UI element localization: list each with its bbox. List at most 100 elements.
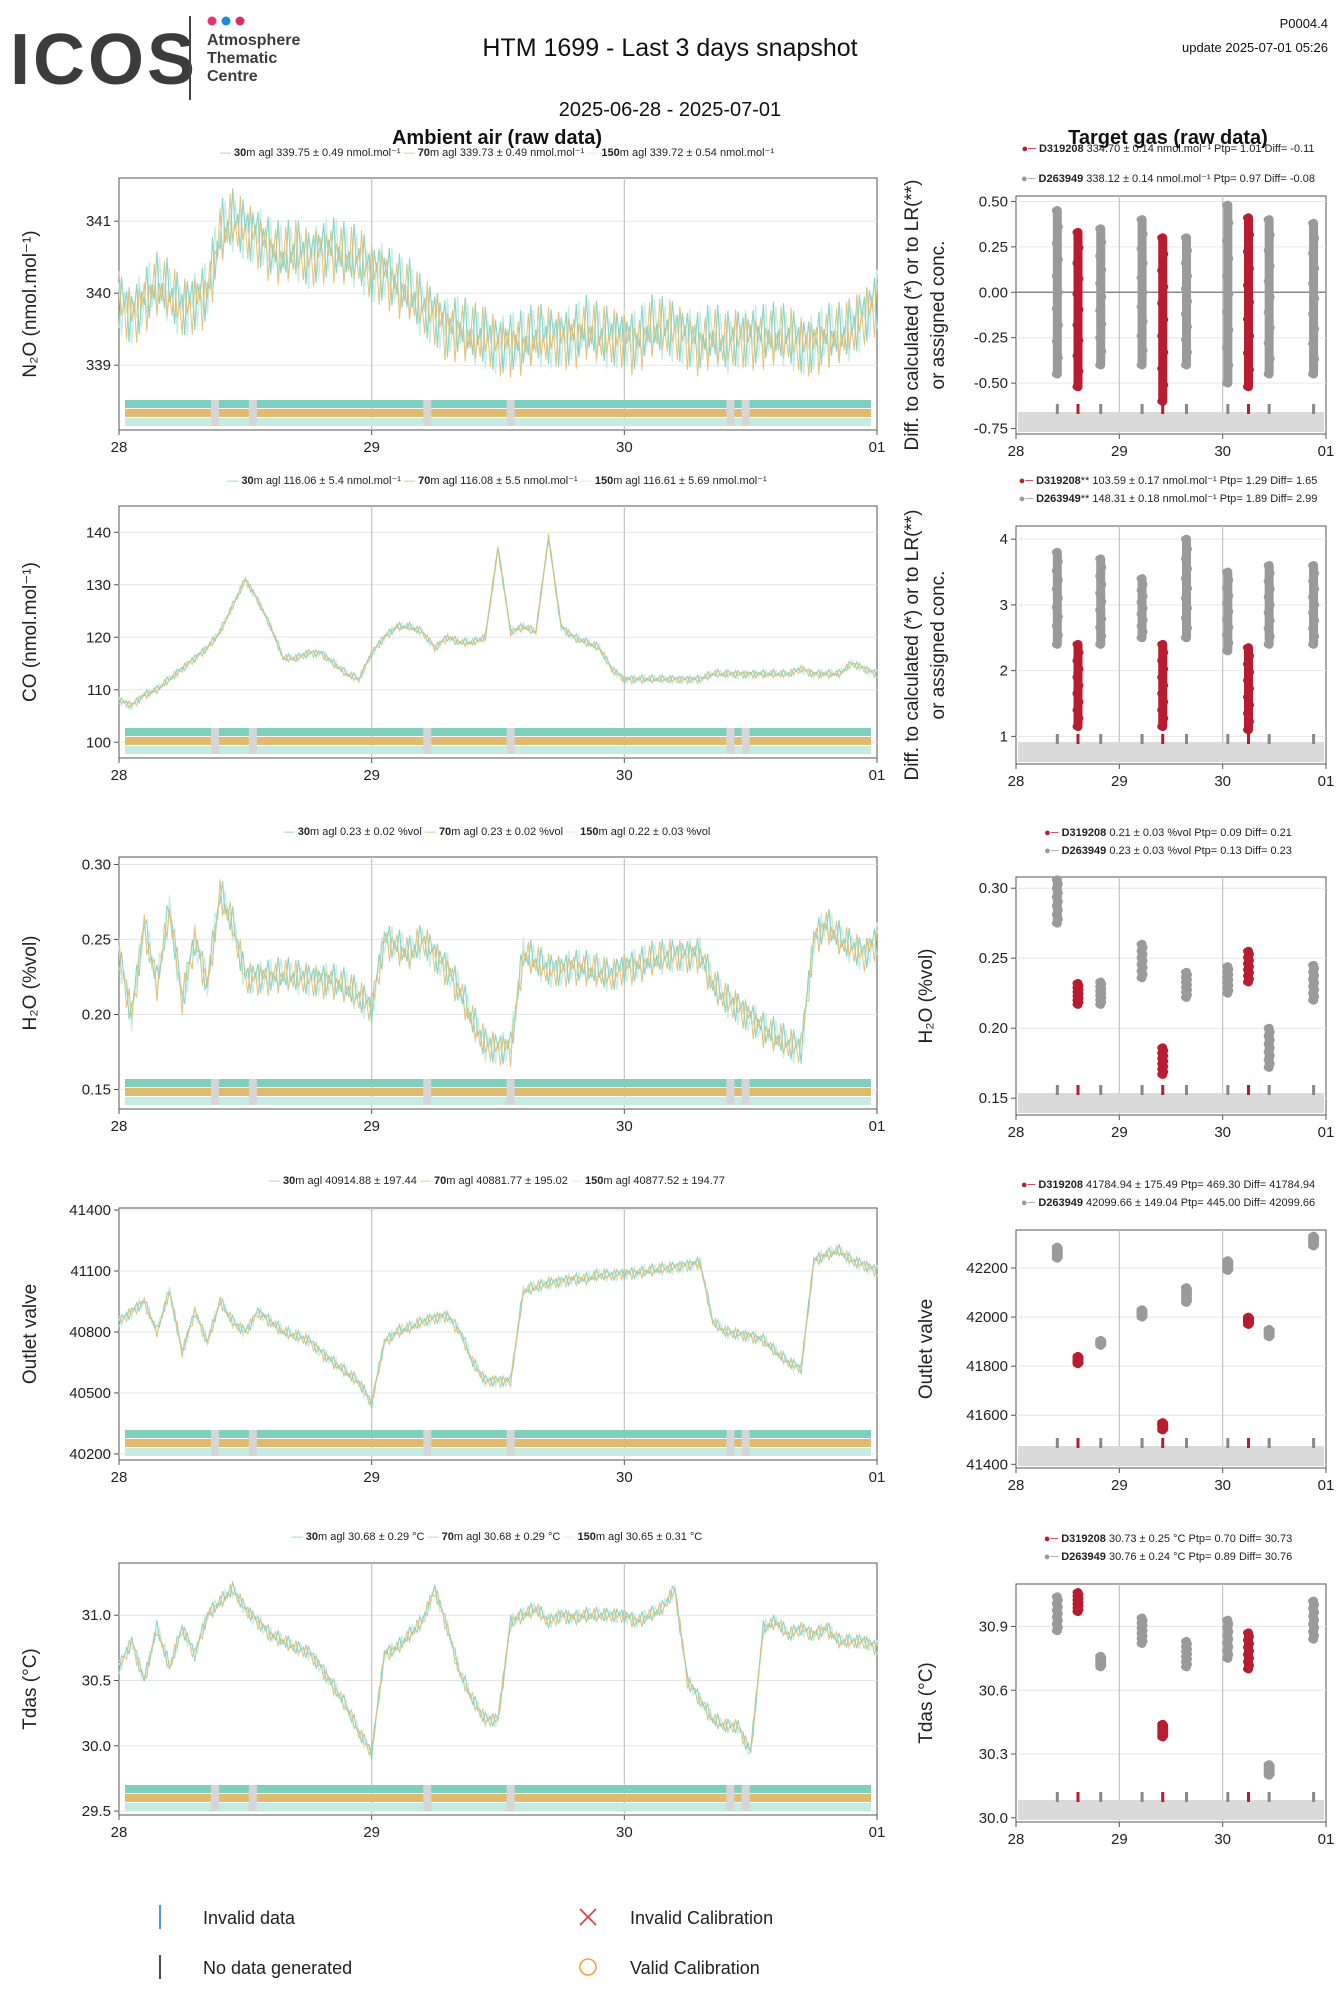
ambient-chart-outlet: 40200 40500 40800 41100 41400 28 29 30 01 Outlet … xyxy=(20,1175,885,1486)
t_n2o-point-D319208 xyxy=(1157,332,1165,340)
t_n2o-point-D263949 xyxy=(1222,379,1230,387)
co-flag-gap xyxy=(423,728,432,754)
t_n2o-point-D319208 xyxy=(1076,367,1084,375)
tdas-xtick-label: 29 xyxy=(363,1824,380,1841)
tdas-flag-gap xyxy=(248,1785,257,1811)
t_co-point-D263949 xyxy=(1263,625,1271,633)
t_tdas-point-D263949 xyxy=(1308,1635,1316,1643)
t_tdas-xtick-label: 29 xyxy=(1111,1831,1128,1848)
t_h2o-ytick-label: 0.15 xyxy=(979,1090,1008,1107)
t_co-point-D263949 xyxy=(1055,631,1063,639)
t_n2o-point-D319208 xyxy=(1076,336,1084,344)
t_n2o-point-D263949 xyxy=(1222,308,1230,316)
t_n2o-point-D263949 xyxy=(1099,320,1107,328)
logo-line-2: Thematic xyxy=(207,50,277,67)
n2o-flag-band xyxy=(125,400,871,408)
t_co-legend-0: ●─ D319208** 103.59 ± 0.17 nmol.mol⁻¹ Pt… xyxy=(1019,475,1318,487)
t_n2o-point-D263949 xyxy=(1312,295,1320,303)
t_co-ytick-label: 3 xyxy=(1000,597,1008,614)
t_outlet-point-D263949 xyxy=(1051,1254,1059,1262)
t_co-point-D263949 xyxy=(1312,617,1320,625)
t_n2o-flag-tick xyxy=(1267,404,1271,414)
t_co-point-D263949 xyxy=(1267,632,1275,640)
outlet-xtick-label: 01 xyxy=(869,1469,886,1486)
t_outlet-xtick-label: 01 xyxy=(1318,1477,1335,1494)
co-flag-band xyxy=(125,728,871,736)
t_co-point-D263949 xyxy=(1308,577,1316,585)
t_co-point-D263949 xyxy=(1136,598,1144,606)
t_co-ylabel-line1: Diff. to calculated (*) or to LR(**) xyxy=(902,509,923,780)
t_tdas-ytick-label: 30.3 xyxy=(979,1746,1008,1763)
t_n2o-ytick-label: -0.75 xyxy=(974,421,1008,438)
t_co-point-D319208 xyxy=(1247,718,1254,726)
n2o-flag-gap xyxy=(248,400,257,426)
co-series-line xyxy=(118,533,878,709)
t_tdas-flag-tick xyxy=(1099,1792,1103,1802)
t_n2o-point-D263949 xyxy=(1099,238,1107,246)
outlet-series-line xyxy=(118,1244,878,1406)
t_tdas-ytick-label: 30.9 xyxy=(979,1619,1008,1636)
t_tdas-flag-tick xyxy=(1055,1792,1059,1802)
t_n2o-point-D263949 xyxy=(1267,324,1275,332)
t_co-legend-1: ●─ D263949** 148.31 ± 0.18 nmol.mol⁻¹ Pt… xyxy=(1019,493,1318,505)
t_n2o-point-D263949 xyxy=(1140,346,1148,354)
t_n2o-point-D263949 xyxy=(1181,285,1188,293)
t_outlet-flag-band xyxy=(1018,1446,1324,1466)
outlet-ytick-label: 40800 xyxy=(69,1324,111,1341)
t_n2o-point-D263949 xyxy=(1226,361,1234,369)
t_h2o-flag-tick xyxy=(1076,1085,1080,1095)
co-ylabel: CO (nmol.mol⁻¹) xyxy=(20,562,41,702)
t_h2o-point-D319208 xyxy=(1243,978,1250,986)
t_n2o-legend-0: ●─ D319208 334.70 ± 0.14 nmol.mol⁻¹ Ptp=… xyxy=(1021,143,1314,155)
t_co-point-D319208 xyxy=(1157,690,1165,698)
t_n2o-point-D263949 xyxy=(1263,370,1271,378)
t_co-point-D319208 xyxy=(1157,706,1165,714)
t_n2o-point-D263949 xyxy=(1263,339,1271,347)
t_n2o-point-D263949 xyxy=(1185,297,1192,305)
t_co-point-D263949 xyxy=(1222,584,1230,592)
t_n2o-flag-tick xyxy=(1312,404,1316,414)
t_h2o-point-D263949 xyxy=(1263,1063,1271,1071)
t_co-xtick-label: 29 xyxy=(1111,773,1128,790)
t_n2o-xtick-label: 01 xyxy=(1318,443,1335,460)
co-ytick-label: 100 xyxy=(86,734,111,751)
n2o-series-line xyxy=(118,193,878,378)
n2o-ylabel: N₂O (nmol.mol⁻¹) xyxy=(20,230,41,377)
t_co-point-D319208 xyxy=(1072,706,1080,714)
tdas-ytick-label: 30.0 xyxy=(82,1738,111,1755)
t_h2o-legend-1: ●─ D263949 0.23 ± 0.03 %vol Ptp= 0.13 Di… xyxy=(1044,845,1292,857)
t_tdas-legend-0: ●─ D319208 30.73 ± 0.25 °C Ptp= 0.70 Dif… xyxy=(1044,1533,1293,1545)
t_n2o-point-D319208 xyxy=(1161,250,1169,258)
logo-line-3: Centre xyxy=(207,68,258,85)
t_n2o-point-D263949 xyxy=(1267,293,1275,301)
t_co-point-D263949 xyxy=(1185,545,1192,553)
t_co-point-D263949 xyxy=(1055,613,1063,621)
t_outlet-ylabel: Outlet valve xyxy=(916,1299,937,1399)
page-title: HTM 1699 - Last 3 days snapshot xyxy=(482,34,857,62)
t_co-point-D263949 xyxy=(1222,568,1230,576)
t_outlet-point-D263949 xyxy=(1136,1313,1144,1321)
t_co-point-D263949 xyxy=(1263,640,1271,648)
n2o-xtick-label: 29 xyxy=(363,439,380,456)
outlet-ytick-label: 40200 xyxy=(69,1446,111,1463)
t_tdas-legend-1: ●─ D263949 30.76 ± 0.24 °C Ptp= 0.89 Dif… xyxy=(1044,1551,1293,1563)
logo-dot-blue xyxy=(221,16,231,26)
t_n2o-point-D319208 xyxy=(1243,349,1250,357)
outlet-flag-gap xyxy=(423,1430,432,1456)
t_co-point-D319208 xyxy=(1247,652,1254,660)
tdas-ytick-label: 29.5 xyxy=(82,1803,111,1820)
t_n2o-point-D263949 xyxy=(1140,317,1148,325)
outlet-flag-gap xyxy=(248,1430,257,1456)
t_n2o-point-D319208 xyxy=(1157,397,1165,405)
t_n2o-point-D263949 xyxy=(1312,325,1320,333)
t_n2o-flag-tick xyxy=(1161,404,1165,414)
target-chart-t_outlet: 41400 41600 41800 42000 42200 28 29 30 01 Outlet … xyxy=(916,1179,1334,1494)
t_n2o-point-D263949 xyxy=(1181,310,1188,318)
tdas-flag-gap xyxy=(211,1785,220,1811)
t_co-point-D263949 xyxy=(1181,575,1188,583)
t_co-point-D263949 xyxy=(1226,592,1234,600)
target-chart-t_h2o: 0.15 0.20 0.25 0.30 28 29 30 01 H₂O (%vol) ●─ D31… xyxy=(916,827,1334,1141)
h2o-flag-gap xyxy=(741,1079,750,1105)
t_co-point-D263949 xyxy=(1308,625,1316,633)
t_h2o-plot-area xyxy=(1015,876,1327,1116)
